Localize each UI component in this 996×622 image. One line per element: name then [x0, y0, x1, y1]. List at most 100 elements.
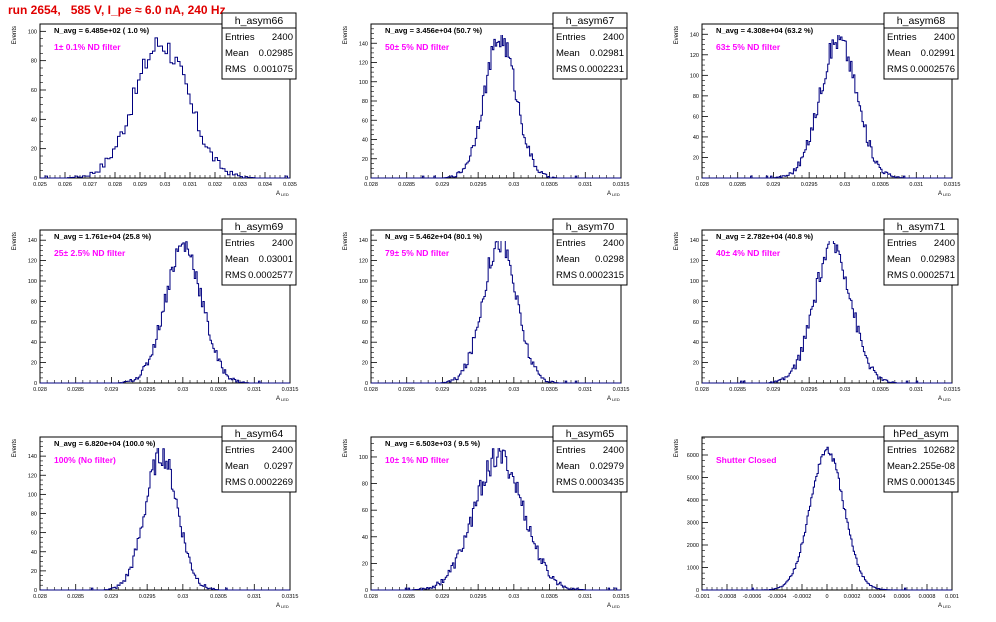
x-tick-label: 0.031	[909, 182, 923, 188]
y-tick-label: 40	[31, 340, 37, 346]
x-tick-label: 0.0285	[398, 594, 415, 600]
stats-mean-label: Mean	[556, 48, 580, 59]
y-axis-label: Events	[12, 439, 18, 457]
x-tick-label: 0.027	[83, 182, 97, 188]
x-axis-label-sub: LED	[281, 604, 289, 609]
navg-label: N_avg = 1.761e+04 (25.8 %)	[54, 232, 152, 241]
stats-entries-label: Entries	[556, 32, 586, 43]
navg-box	[50, 438, 206, 448]
y-tick-label: 100	[28, 492, 37, 498]
x-tick-label: 0.03	[508, 594, 519, 600]
stats-mean-label: Mean	[887, 254, 911, 265]
x-axis-label: A	[607, 191, 611, 197]
x-tick-label: 0.03	[160, 182, 171, 188]
y-tick-label: 120	[28, 473, 37, 479]
x-tick-label: -0.0008	[718, 594, 737, 600]
x-tick-label: 0.03	[839, 182, 850, 188]
stats-entries-label: Entries	[887, 445, 917, 456]
plot-frame	[370, 436, 622, 591]
x-tick-label: 0.0295	[470, 594, 487, 600]
stats-mean-label: Mean	[225, 461, 249, 472]
stats-rms-label: RMS	[225, 477, 246, 488]
x-tick-label: 0.0305	[210, 594, 227, 600]
histogram-title: h_asym71	[897, 221, 946, 233]
navg-box	[50, 231, 206, 241]
x-tick-label: 0.0315	[613, 182, 630, 188]
y-tick-label: 60	[31, 88, 37, 94]
stats-entries-value: 2400	[603, 32, 624, 43]
x-tick-label: 0	[825, 594, 828, 600]
x-tick-label: 0.029	[436, 594, 450, 600]
navg-label: N_avg = 3.456e+04 (50.7 %)	[385, 26, 483, 35]
histogram-line	[702, 446, 952, 591]
x-tick-label: 0.031	[183, 182, 197, 188]
stats-entries-value: 2400	[934, 32, 955, 43]
x-tick-label: 0.0285	[67, 594, 84, 600]
stats-mean-label: Mean	[225, 254, 249, 265]
y-tick-label: 80	[693, 299, 699, 305]
y-tick-label: 120	[28, 259, 37, 265]
x-tick-label: 0.028	[108, 182, 122, 188]
x-tick-label: 0.0008	[919, 594, 936, 600]
stats-mean-value: 0.02985	[259, 48, 293, 59]
x-tick-label: 0.033	[233, 182, 247, 188]
x-tick-label: -0.001	[694, 594, 710, 600]
stats-mean-value: 0.02991	[921, 48, 955, 59]
x-tick-label: 0.031	[578, 594, 592, 600]
stats-entries-value: 2400	[272, 445, 293, 456]
x-axis-label-sub: LED	[612, 604, 620, 609]
y-tick-label: 140	[690, 32, 699, 38]
y-tick-label: 0	[365, 588, 368, 594]
stats-entries-value: 2400	[603, 445, 624, 456]
y-tick-label: 0	[696, 176, 699, 182]
x-tick-label: 0.0305	[872, 182, 889, 188]
y-tick-label: 6000	[687, 453, 699, 459]
navg-label: N_avg = 6.820e+04 (100.0 %)	[54, 439, 156, 448]
x-tick-label: 0.031	[247, 594, 261, 600]
y-tick-label: 20	[362, 361, 368, 367]
y-tick-label: 3000	[687, 521, 699, 527]
y-tick-label: 0	[34, 381, 37, 387]
histogram-panel-h_asym66: 0 20 40 60 80 100 0.025 0.026 0.027 0.028 0.029 0.0…	[12, 12, 297, 197]
y-tick-label: 40	[31, 117, 37, 123]
navg-box	[381, 25, 537, 35]
filter-annotation: 79± 5% ND filter	[385, 248, 450, 258]
stats-rms-label: RMS	[225, 270, 246, 281]
stats-rms-label: RMS	[887, 270, 908, 281]
navg-label: N_avg = 4.308e+04 (63.2 %)	[716, 26, 814, 35]
y-tick-label: 140	[28, 454, 37, 460]
stats-rms-label: RMS	[556, 477, 577, 488]
x-tick-label: 0.028	[33, 387, 47, 393]
stats-rms-value: 0.0001345	[910, 477, 955, 488]
stats-mean-value: 0.02983	[921, 254, 955, 265]
y-tick-label: 80	[693, 94, 699, 100]
x-tick-label: 0.034	[258, 182, 272, 188]
stats-entries-label: Entries	[556, 445, 586, 456]
y-tick-label: 20	[693, 361, 699, 367]
stats-entries-value: 102682	[923, 445, 955, 456]
x-tick-label: 0.0295	[139, 387, 156, 393]
histogram-line	[702, 30, 952, 179]
histogram-panel-h_asym71: 0 20 40 60 80 100 120 140 0.028 0.0285 0.029 0.0295…	[674, 218, 960, 402]
histogram-line	[371, 232, 621, 384]
stats-rms-label: RMS	[887, 477, 908, 488]
x-tick-label: 0.031	[578, 182, 592, 188]
histogram-line	[371, 444, 621, 591]
x-tick-label: 0.0285	[67, 387, 84, 393]
x-tick-label: 0.031	[909, 387, 923, 393]
histogram-title: h_asym69	[235, 221, 284, 233]
x-tick-label: 0.0315	[282, 594, 299, 600]
stats-rms-value: 0.0002577	[248, 270, 293, 281]
navg-label: N_avg = 6.503e+03 ( 9.5 %)	[385, 439, 481, 448]
histogram-title: h_asym65	[566, 428, 615, 440]
stats-entries-value: 2400	[272, 32, 293, 43]
y-tick-label: 80	[362, 299, 368, 305]
stats-entries-label: Entries	[225, 238, 255, 249]
stats-rms-value: 0.0002269	[248, 477, 293, 488]
x-tick-label: 0.0305	[872, 387, 889, 393]
stats-box	[221, 12, 297, 80]
stats-mean-label: Mean	[225, 48, 249, 59]
stats-box	[883, 425, 959, 493]
x-tick-label: 0.0305	[541, 387, 558, 393]
